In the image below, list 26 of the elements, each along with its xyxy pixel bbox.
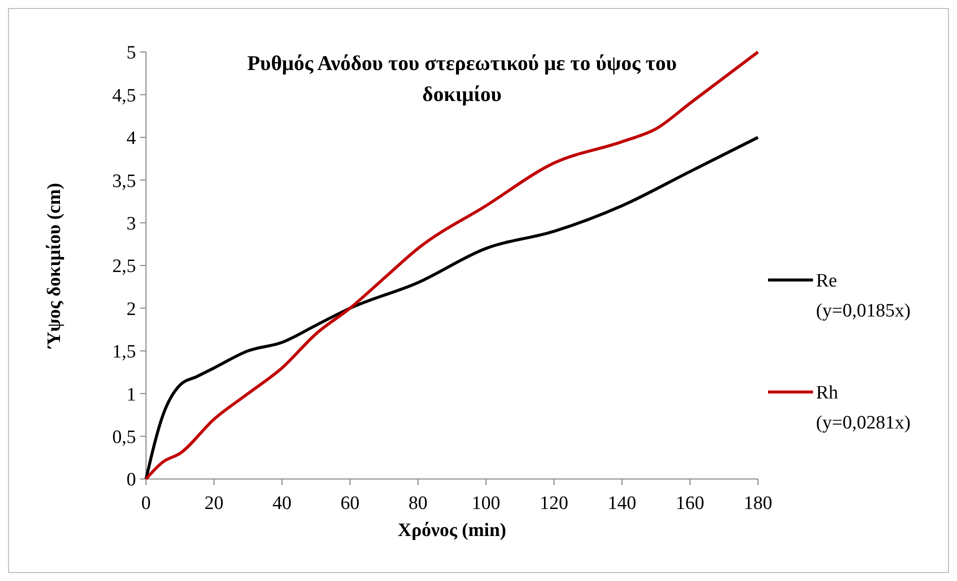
x-tick-label: 120 — [540, 493, 568, 514]
y-tick-label: 3,5 — [112, 170, 136, 192]
y-tick-label: 2,5 — [112, 256, 136, 278]
x-tick-label: 0 — [141, 493, 151, 514]
x-axis-title: Χρόνος (min) — [398, 520, 506, 541]
x-tick-label: 100 — [472, 493, 500, 514]
y-tick-label: 3 — [126, 213, 136, 234]
x-tick-label: 160 — [676, 493, 704, 514]
y-tick-label: 2 — [126, 298, 136, 320]
legend-label: Rh (y=0,0281x) — [816, 382, 911, 434]
x-tick-label: 180 — [744, 493, 772, 514]
x-tick-label: 80 — [408, 493, 428, 514]
y-tick-label: 0,5 — [112, 426, 136, 448]
x-tick-label: 40 — [272, 493, 292, 514]
y-tick-label: 5 — [126, 42, 136, 64]
text: Ρυθμός Ανόδου του στερεωτικού με το ύψος του δοκιμίου — [247, 51, 677, 106]
y-axis-title: Ύψος δοκιμίου (cm) — [44, 182, 65, 350]
x-tick-label: 140 — [608, 493, 636, 514]
y-tick-label: 4 — [126, 128, 136, 150]
legend-label: Re (y=0,0185x) — [816, 270, 911, 322]
y-tick-label: 0 — [126, 470, 136, 491]
y-tick-label: 4,5 — [112, 85, 136, 106]
y-tick-label: 1,5 — [112, 342, 136, 363]
y-tick-label: 1 — [126, 384, 136, 406]
x-tick-label: 20 — [204, 493, 224, 514]
x-tick-label: 60 — [340, 493, 360, 514]
